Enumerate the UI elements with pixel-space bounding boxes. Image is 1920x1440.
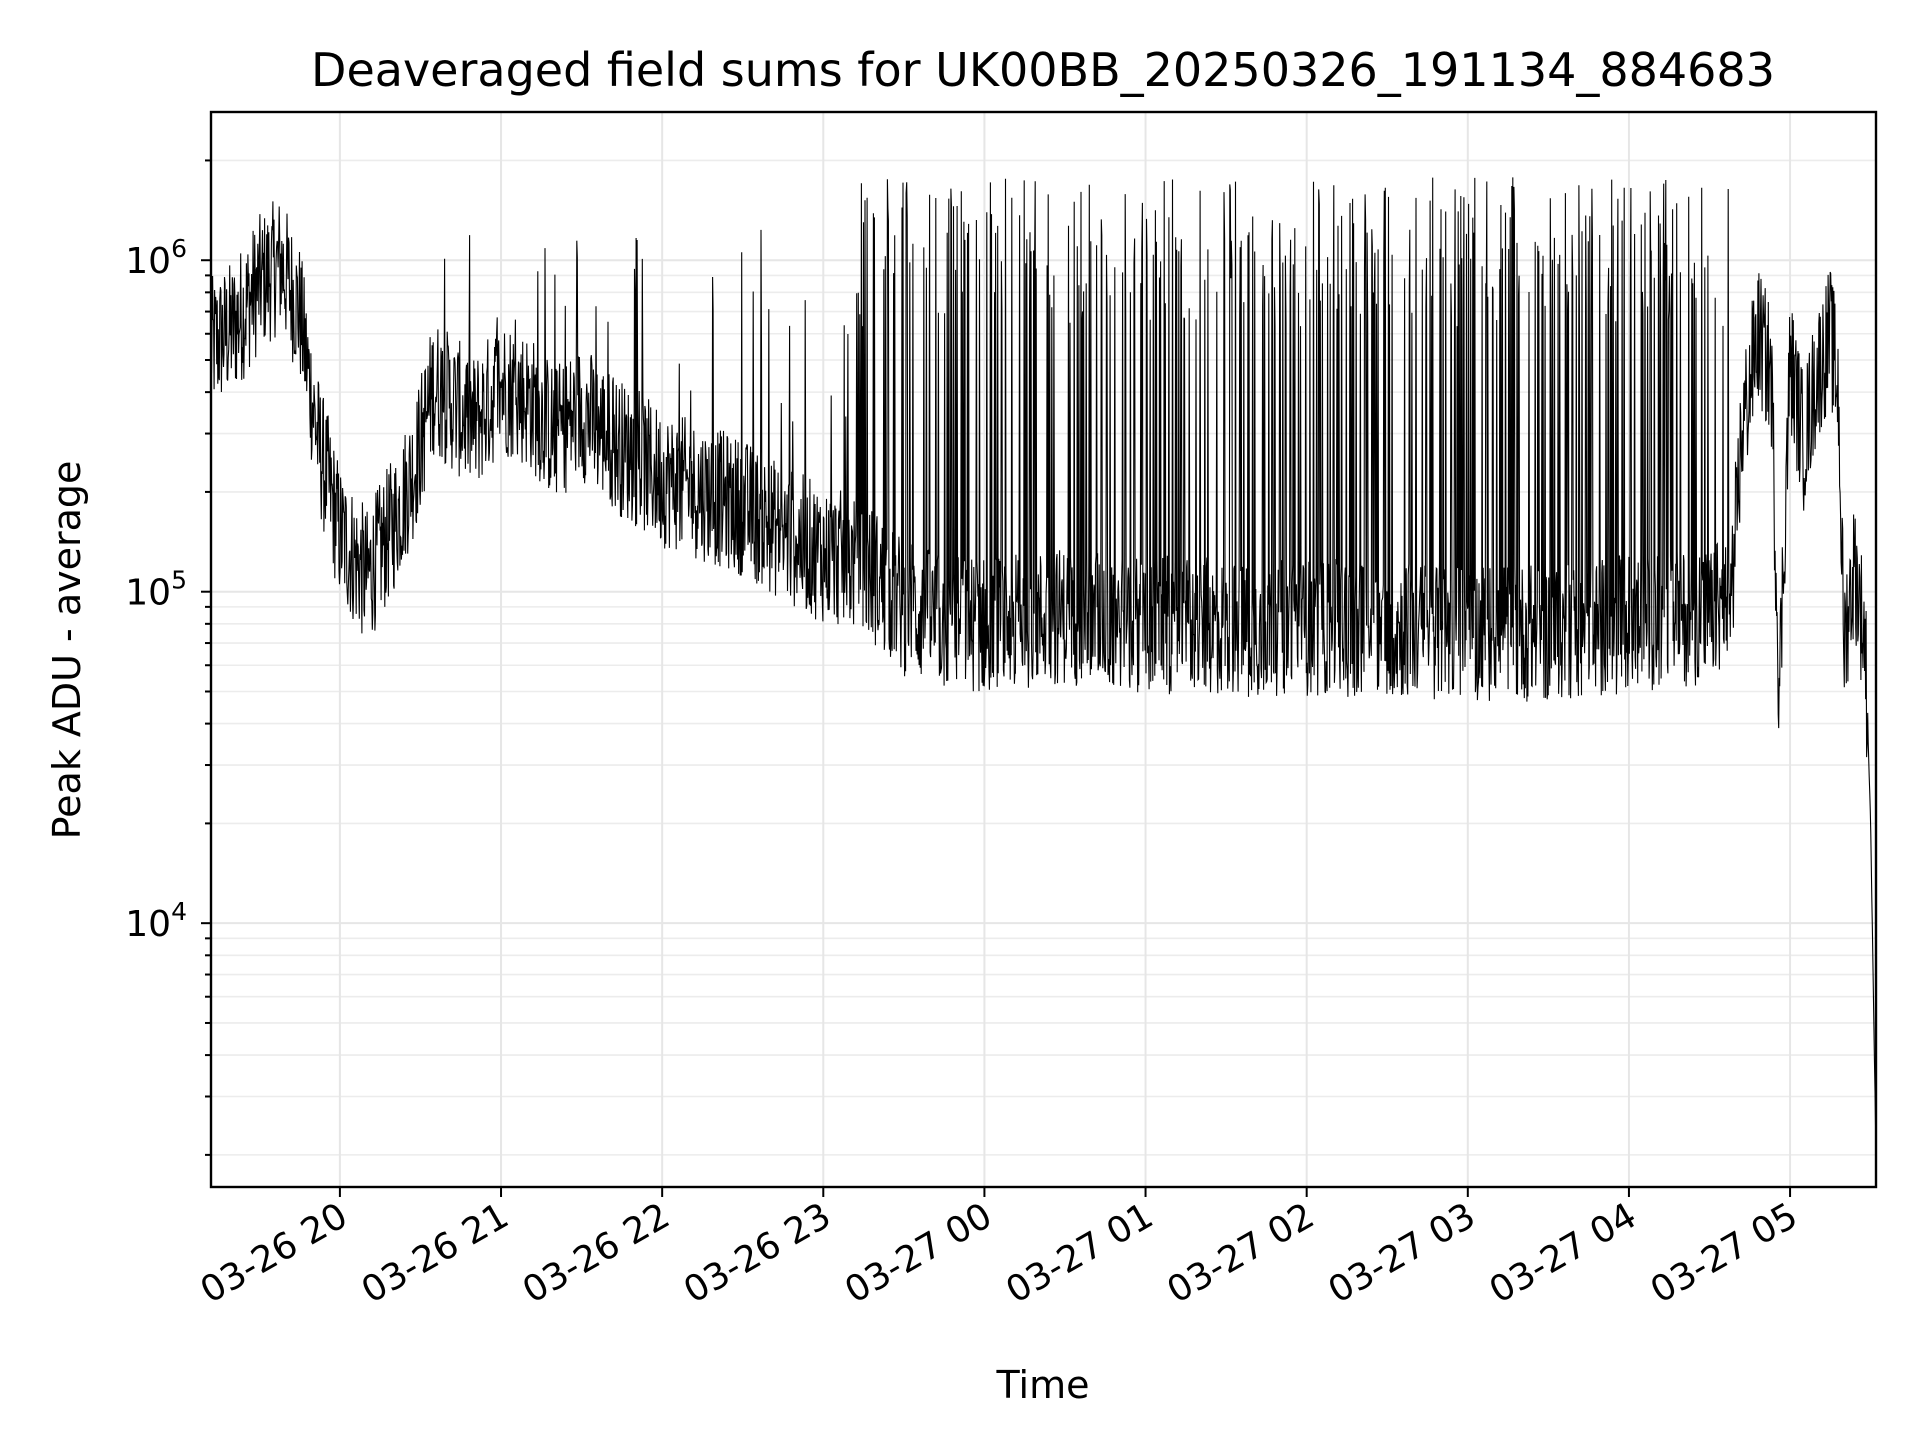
y-tick-label: 104 — [125, 897, 187, 945]
x-tick-label: 03-27 00 — [838, 1195, 999, 1311]
x-tick-label: 03-26 20 — [194, 1195, 355, 1311]
x-tick-label: 03-26 21 — [355, 1195, 516, 1311]
x-tick-label: 03-26 22 — [516, 1195, 677, 1311]
x-tick-label: 03-27 03 — [1322, 1195, 1483, 1311]
y-tick-label: 106 — [125, 234, 187, 282]
plot-frame — [209, 110, 1878, 1189]
x-tick-label: 03-27 01 — [999, 1195, 1160, 1311]
x-axis-label: Time — [996, 1363, 1090, 1407]
x-tick-label: 03-27 04 — [1483, 1195, 1644, 1311]
x-tick-label: 03-27 05 — [1644, 1195, 1805, 1311]
x-tick-label: 03-26 23 — [677, 1195, 838, 1311]
series-line — [210, 177, 1877, 1155]
y-axis-label: Peak ADU - average — [45, 461, 89, 840]
chart-title: Deaveraged field sums for UK00BB_2025032… — [311, 43, 1775, 97]
y-tick-label: 105 — [125, 566, 187, 614]
series-layer — [210, 177, 1877, 1155]
x-tick-label: 03-27 02 — [1161, 1195, 1322, 1311]
